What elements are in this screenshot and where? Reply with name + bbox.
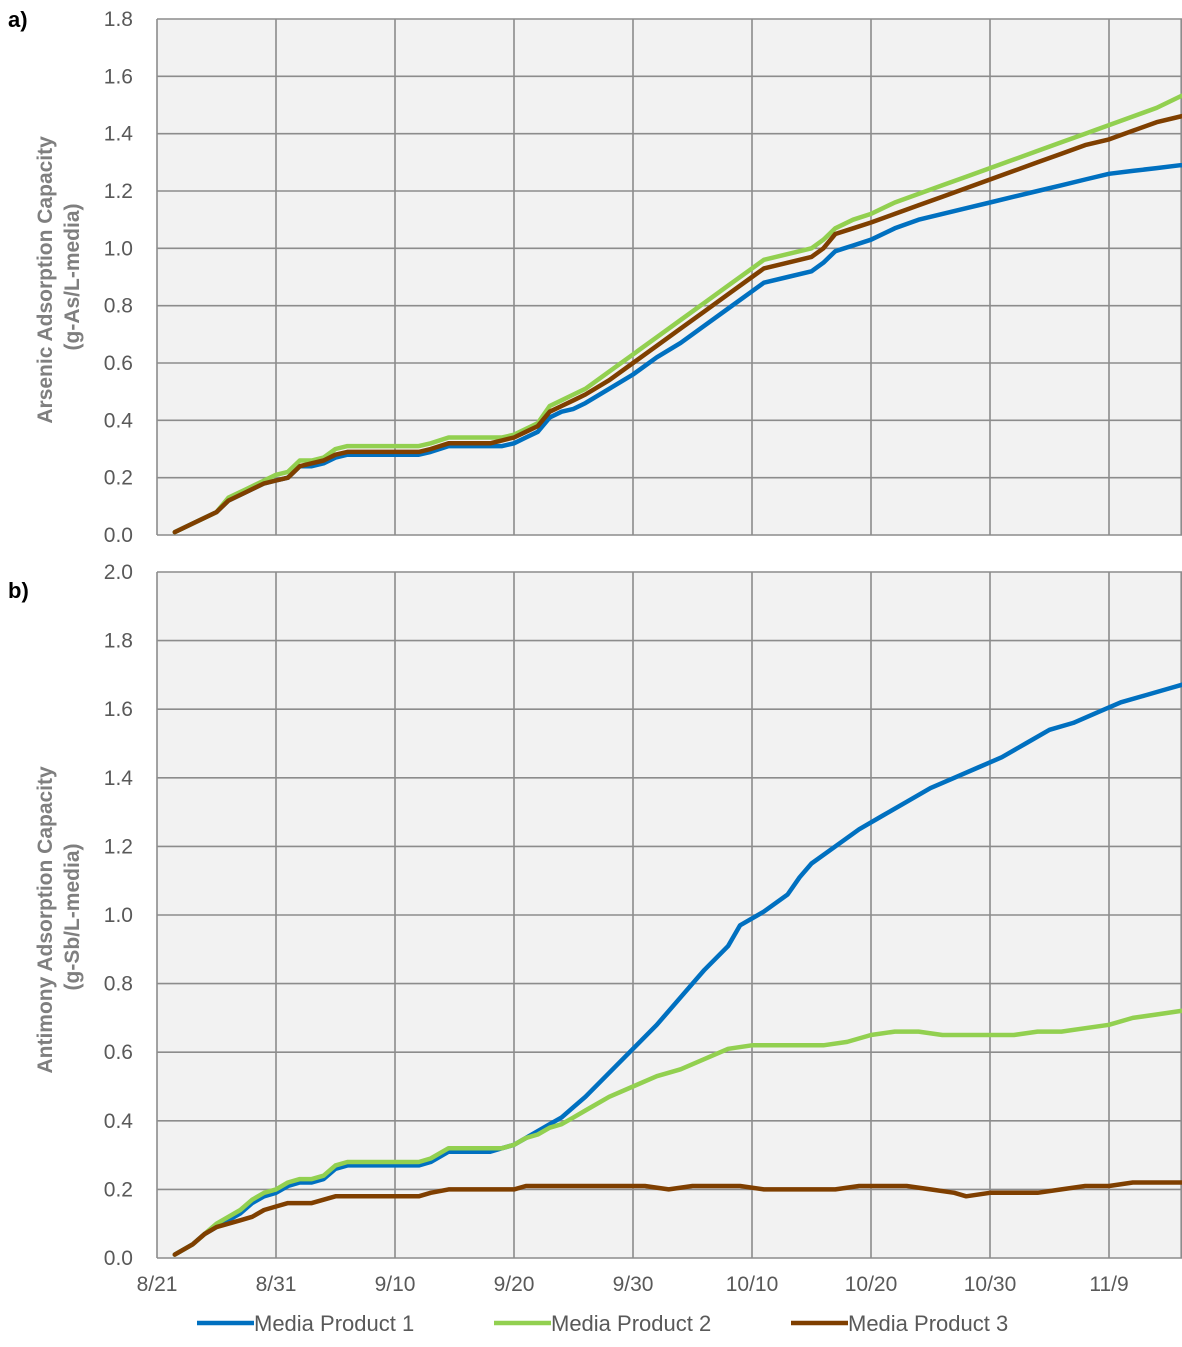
grid-b bbox=[156, 571, 1182, 1259]
y-tick-label: 1.0 bbox=[104, 904, 133, 927]
y-tick-label: 1.4 bbox=[104, 123, 134, 146]
series-line-2 bbox=[172, 93, 1182, 535]
y-axis-label-a: Arsenic Adsorption Capacity (g-As/L-medi… bbox=[34, 130, 84, 423]
legend-label: Media Product 1 bbox=[254, 1311, 414, 1336]
x-tick-label: 10/30 bbox=[964, 1273, 1017, 1296]
series-a bbox=[172, 93, 1182, 535]
y-tick-label: 0.0 bbox=[104, 1247, 133, 1270]
y-tick-label: 2.0 bbox=[104, 561, 133, 584]
series-b bbox=[172, 682, 1182, 1257]
series-line-1 bbox=[172, 162, 1182, 535]
x-tick-label: 11/9 bbox=[1089, 1273, 1128, 1296]
y-axis-label-a-line2: (g-As/L-media) bbox=[61, 204, 84, 351]
y-tick-label: 0.0 bbox=[104, 524, 133, 547]
x-ticks-b: 8/21 8/31 9/10 9/20 9/30 10/10 10/20 10/30 11/9 bbox=[137, 1273, 1129, 1296]
y-tick-label: 1.0 bbox=[104, 237, 133, 260]
y-tick-label: 1.8 bbox=[104, 630, 133, 653]
y-axis-label-b: Antimony Adsorption Capacity (g-Sb/L-med… bbox=[34, 760, 84, 1073]
y-tick-label: 0.6 bbox=[104, 1041, 133, 1064]
panel-label-a: a) bbox=[8, 7, 28, 32]
y-tick-label: 0.2 bbox=[104, 1178, 133, 1201]
y-ticks-a: 0.0 0.2 0.4 0.6 0.8 1.0 1.2 1.4 1.6 1.8 bbox=[104, 8, 134, 547]
legend-item-1: Media Product 1 bbox=[197, 1311, 414, 1336]
y-ticks-b: 0.0 0.2 0.4 0.6 0.8 1.0 1.2 1.4 1.6 1.8 2.0 bbox=[104, 561, 134, 1270]
panel-b-antimony-chart: b) Antimony Adsorption Capacity (g-Sb/L-… bbox=[8, 561, 1182, 1296]
y-tick-label: 0.8 bbox=[104, 973, 133, 996]
y-tick-label: 0.4 bbox=[104, 1110, 134, 1133]
legend-label: Media Product 3 bbox=[848, 1311, 1008, 1336]
legend: Media Product 1 Media Product 2 Media Prod… bbox=[197, 1311, 1008, 1336]
x-tick-label: 8/21 bbox=[137, 1273, 178, 1296]
y-tick-label: 0.6 bbox=[104, 352, 133, 375]
x-tick-label: 9/20 bbox=[494, 1273, 535, 1296]
y-axis-label-a-line1: Arsenic Adsorption Capacity bbox=[34, 136, 57, 424]
series-line-3 bbox=[172, 1180, 1182, 1257]
x-tick-label: 10/20 bbox=[845, 1273, 898, 1296]
legend-item-2: Media Product 2 bbox=[494, 1311, 711, 1336]
panel-label-b: b) bbox=[8, 578, 29, 603]
y-tick-label: 1.2 bbox=[104, 835, 133, 858]
series-line-2 bbox=[172, 1008, 1182, 1257]
x-tick-label: 10/10 bbox=[726, 1273, 779, 1296]
y-tick-label: 1.8 bbox=[104, 8, 133, 31]
y-tick-label: 1.2 bbox=[104, 180, 133, 203]
y-tick-label: 1.6 bbox=[104, 65, 133, 88]
y-tick-label: 1.6 bbox=[104, 698, 133, 721]
y-tick-label: 1.4 bbox=[104, 767, 134, 790]
x-tick-label: 9/30 bbox=[613, 1273, 654, 1296]
plot-area-a bbox=[157, 19, 1182, 535]
legend-label: Media Product 2 bbox=[551, 1311, 711, 1336]
series-line-3 bbox=[172, 113, 1182, 535]
grid-a bbox=[156, 18, 1182, 536]
legend-item-3: Media Product 3 bbox=[791, 1311, 1008, 1336]
y-tick-label: 0.2 bbox=[104, 467, 133, 490]
y-tick-label: 0.8 bbox=[104, 295, 133, 318]
series-line-1 bbox=[172, 682, 1182, 1257]
panel-a-arsenic-chart: a) Arsenic Adsorption Capacity (g-As/L-m… bbox=[8, 7, 1182, 547]
x-tick-label: 9/10 bbox=[375, 1273, 416, 1296]
y-axis-label-b-line1: Antimony Adsorption Capacity bbox=[34, 766, 57, 1074]
y-tick-label: 0.4 bbox=[104, 409, 134, 432]
y-axis-label-b-line2: (g-Sb/L-media) bbox=[61, 844, 84, 991]
x-tick-label: 8/31 bbox=[256, 1273, 297, 1296]
